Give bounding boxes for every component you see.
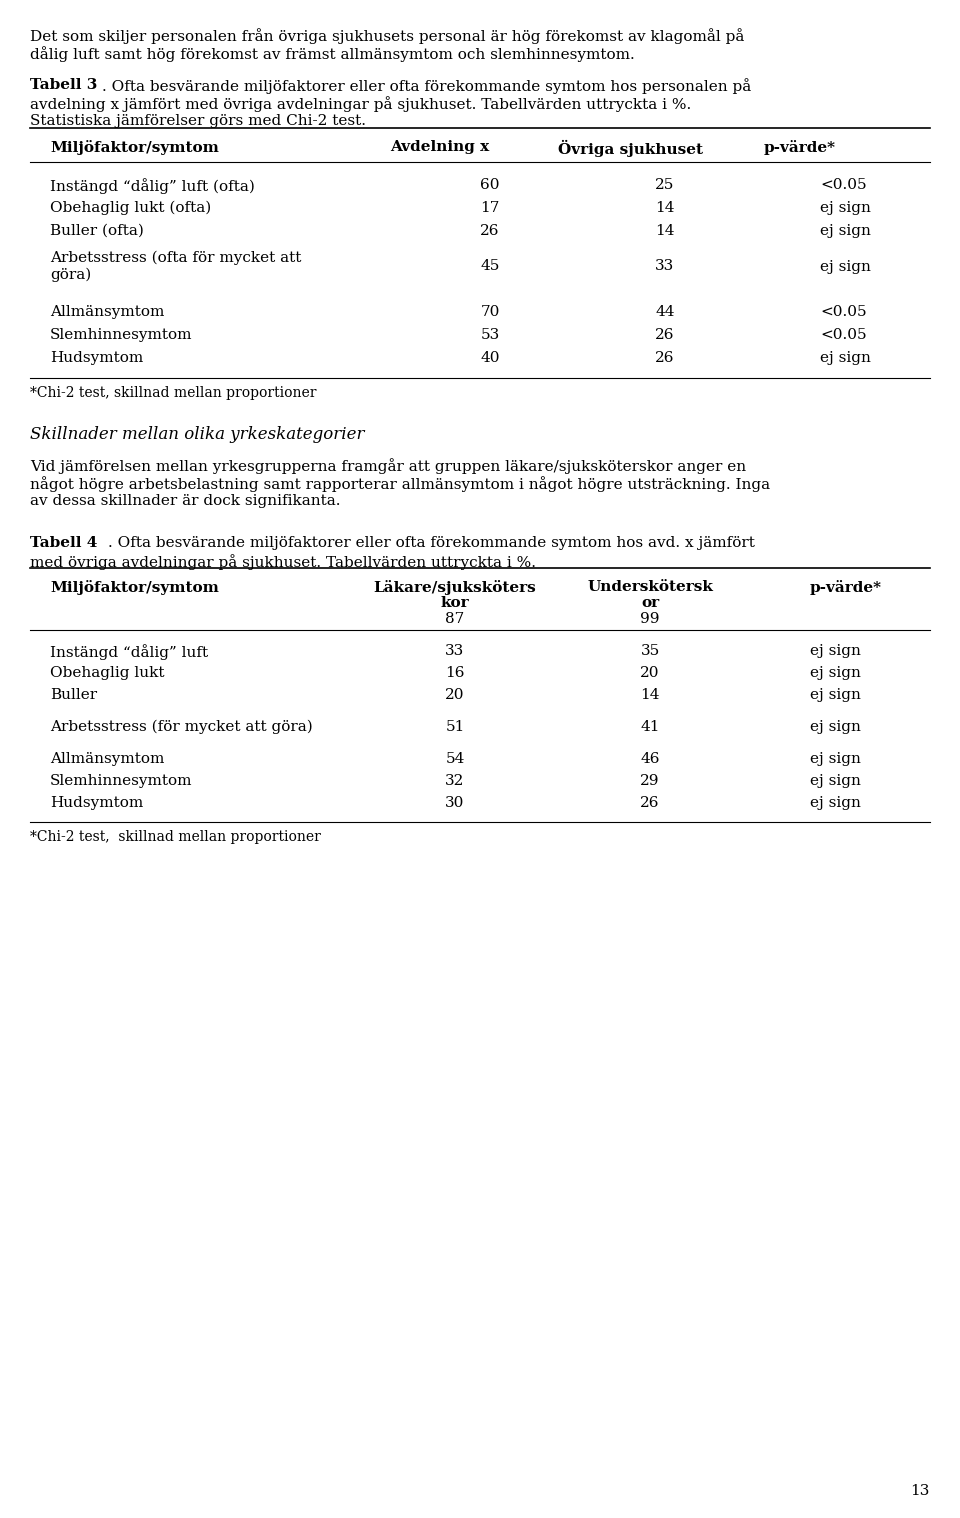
Text: 26: 26 [480, 225, 500, 238]
Text: 20: 20 [445, 688, 465, 701]
Text: p-värde*: p-värde* [764, 140, 836, 155]
Text: 54: 54 [445, 751, 465, 767]
Text: ej sign: ej sign [810, 795, 861, 811]
Text: 20: 20 [640, 666, 660, 680]
Text: Arbetsstress (ofta för mycket att: Arbetsstress (ofta för mycket att [50, 250, 301, 266]
Text: ej sign: ej sign [820, 225, 871, 238]
Text: Obehaglig lukt: Obehaglig lukt [50, 666, 164, 680]
Text: dålig luft samt hög förekomst av främst allmänsymtom och slemhinnesymtom.: dålig luft samt hög förekomst av främst … [30, 46, 635, 62]
Text: 16: 16 [445, 666, 465, 680]
Text: 51: 51 [445, 720, 465, 735]
Text: Miljöfaktor/symtom: Miljöfaktor/symtom [50, 140, 219, 155]
Text: Buller (ofta): Buller (ofta) [50, 225, 144, 238]
Text: Läkare/sjuksköters: Läkare/sjuksköters [373, 580, 537, 595]
Text: 87: 87 [445, 612, 465, 625]
Text: Avdelning x: Avdelning x [391, 140, 490, 153]
Text: or: or [641, 597, 660, 610]
Text: 26: 26 [656, 328, 675, 342]
Text: <0.05: <0.05 [820, 305, 867, 319]
Text: 33: 33 [656, 260, 675, 273]
Text: 26: 26 [640, 795, 660, 811]
Text: 35: 35 [640, 644, 660, 657]
Text: Det som skiljer personalen från övriga sjukhusets personal är hög förekomst av k: Det som skiljer personalen från övriga s… [30, 27, 744, 44]
Text: Obehaglig lukt (ofta): Obehaglig lukt (ofta) [50, 200, 211, 216]
Text: . Ofta besvärande miljöfaktorer eller ofta förekommande symtom hos personalen på: . Ofta besvärande miljöfaktorer eller of… [102, 77, 752, 94]
Text: 14: 14 [656, 200, 675, 216]
Text: 53: 53 [480, 328, 499, 342]
Text: ej sign: ej sign [820, 351, 871, 364]
Text: <0.05: <0.05 [820, 178, 867, 191]
Text: av dessa skillnader är dock signifikanta.: av dessa skillnader är dock signifikanta… [30, 493, 341, 509]
Text: ej sign: ej sign [820, 260, 871, 273]
Text: med övriga avdelningar på sjukhuset. Tabellvärden uttryckta i %.: med övriga avdelningar på sjukhuset. Tab… [30, 554, 536, 569]
Text: ej sign: ej sign [810, 720, 861, 735]
Text: Tabell 4: Tabell 4 [30, 536, 97, 550]
Text: *Chi-2 test,  skillnad mellan proportioner: *Chi-2 test, skillnad mellan proportione… [30, 830, 321, 844]
Text: Övriga sjukhuset: Övriga sjukhuset [558, 140, 703, 158]
Text: 14: 14 [640, 688, 660, 701]
Text: 32: 32 [445, 774, 465, 788]
Text: Instängd “dålig” luft: Instängd “dålig” luft [50, 644, 208, 660]
Text: ej sign: ej sign [820, 200, 871, 216]
Text: Skillnader mellan olika yrkeskategorier: Skillnader mellan olika yrkeskategorier [30, 427, 365, 443]
Text: ej sign: ej sign [810, 751, 861, 767]
Text: Underskötersk: Underskötersk [588, 580, 713, 594]
Text: <0.05: <0.05 [820, 328, 867, 342]
Text: Allmänsymtom: Allmänsymtom [50, 751, 164, 767]
Text: ej sign: ej sign [810, 666, 861, 680]
Text: ej sign: ej sign [810, 688, 861, 701]
Text: *Chi-2 test, skillnad mellan proportioner: *Chi-2 test, skillnad mellan proportione… [30, 386, 317, 401]
Text: Hudsymtom: Hudsymtom [50, 795, 143, 811]
Text: 40: 40 [480, 351, 500, 364]
Text: Slemhinnesymtom: Slemhinnesymtom [50, 328, 193, 342]
Text: p-värde*: p-värde* [810, 580, 882, 595]
Text: Slemhinnesymtom: Slemhinnesymtom [50, 774, 193, 788]
Text: Statistiska jämförelser görs med Chi-2 test.: Statistiska jämförelser görs med Chi-2 t… [30, 114, 366, 128]
Text: ej sign: ej sign [810, 774, 861, 788]
Text: Instängd “dålig” luft (ofta): Instängd “dålig” luft (ofta) [50, 178, 254, 194]
Text: 33: 33 [445, 644, 465, 657]
Text: Arbetsstress (för mycket att göra): Arbetsstress (för mycket att göra) [50, 720, 313, 735]
Text: ej sign: ej sign [810, 644, 861, 657]
Text: 14: 14 [656, 225, 675, 238]
Text: . Ofta besvärande miljöfaktorer eller ofta förekommande symtom hos avd. x jämför: . Ofta besvärande miljöfaktorer eller of… [108, 536, 755, 550]
Text: göra): göra) [50, 269, 91, 282]
Text: Tabell 3: Tabell 3 [30, 77, 97, 93]
Text: Miljöfaktor/symtom: Miljöfaktor/symtom [50, 580, 219, 595]
Text: Vid jämförelsen mellan yrkesgrupperna framgår att gruppen läkare/sjuksköterskor : Vid jämförelsen mellan yrkesgrupperna fr… [30, 458, 746, 474]
Text: 26: 26 [656, 351, 675, 364]
Text: något högre arbetsbelastning samt rapporterar allmänsymtom i något högre utsträc: något högre arbetsbelastning samt rappor… [30, 477, 770, 492]
Text: 45: 45 [480, 260, 500, 273]
Text: 25: 25 [656, 178, 675, 191]
Text: 30: 30 [445, 795, 465, 811]
Text: Buller: Buller [50, 688, 97, 701]
Text: Allmänsymtom: Allmänsymtom [50, 305, 164, 319]
Text: 41: 41 [640, 720, 660, 735]
Text: 60: 60 [480, 178, 500, 191]
Text: 44: 44 [656, 305, 675, 319]
Text: Hudsymtom: Hudsymtom [50, 351, 143, 364]
Text: 29: 29 [640, 774, 660, 788]
Text: 13: 13 [911, 1485, 930, 1498]
Text: kor: kor [441, 597, 469, 610]
Text: 70: 70 [480, 305, 500, 319]
Text: 99: 99 [640, 612, 660, 625]
Text: 17: 17 [480, 200, 500, 216]
Text: 46: 46 [640, 751, 660, 767]
Text: avdelning x jämfört med övriga avdelningar på sjukhuset. Tabellvärden uttryckta : avdelning x jämfört med övriga avdelning… [30, 96, 691, 112]
